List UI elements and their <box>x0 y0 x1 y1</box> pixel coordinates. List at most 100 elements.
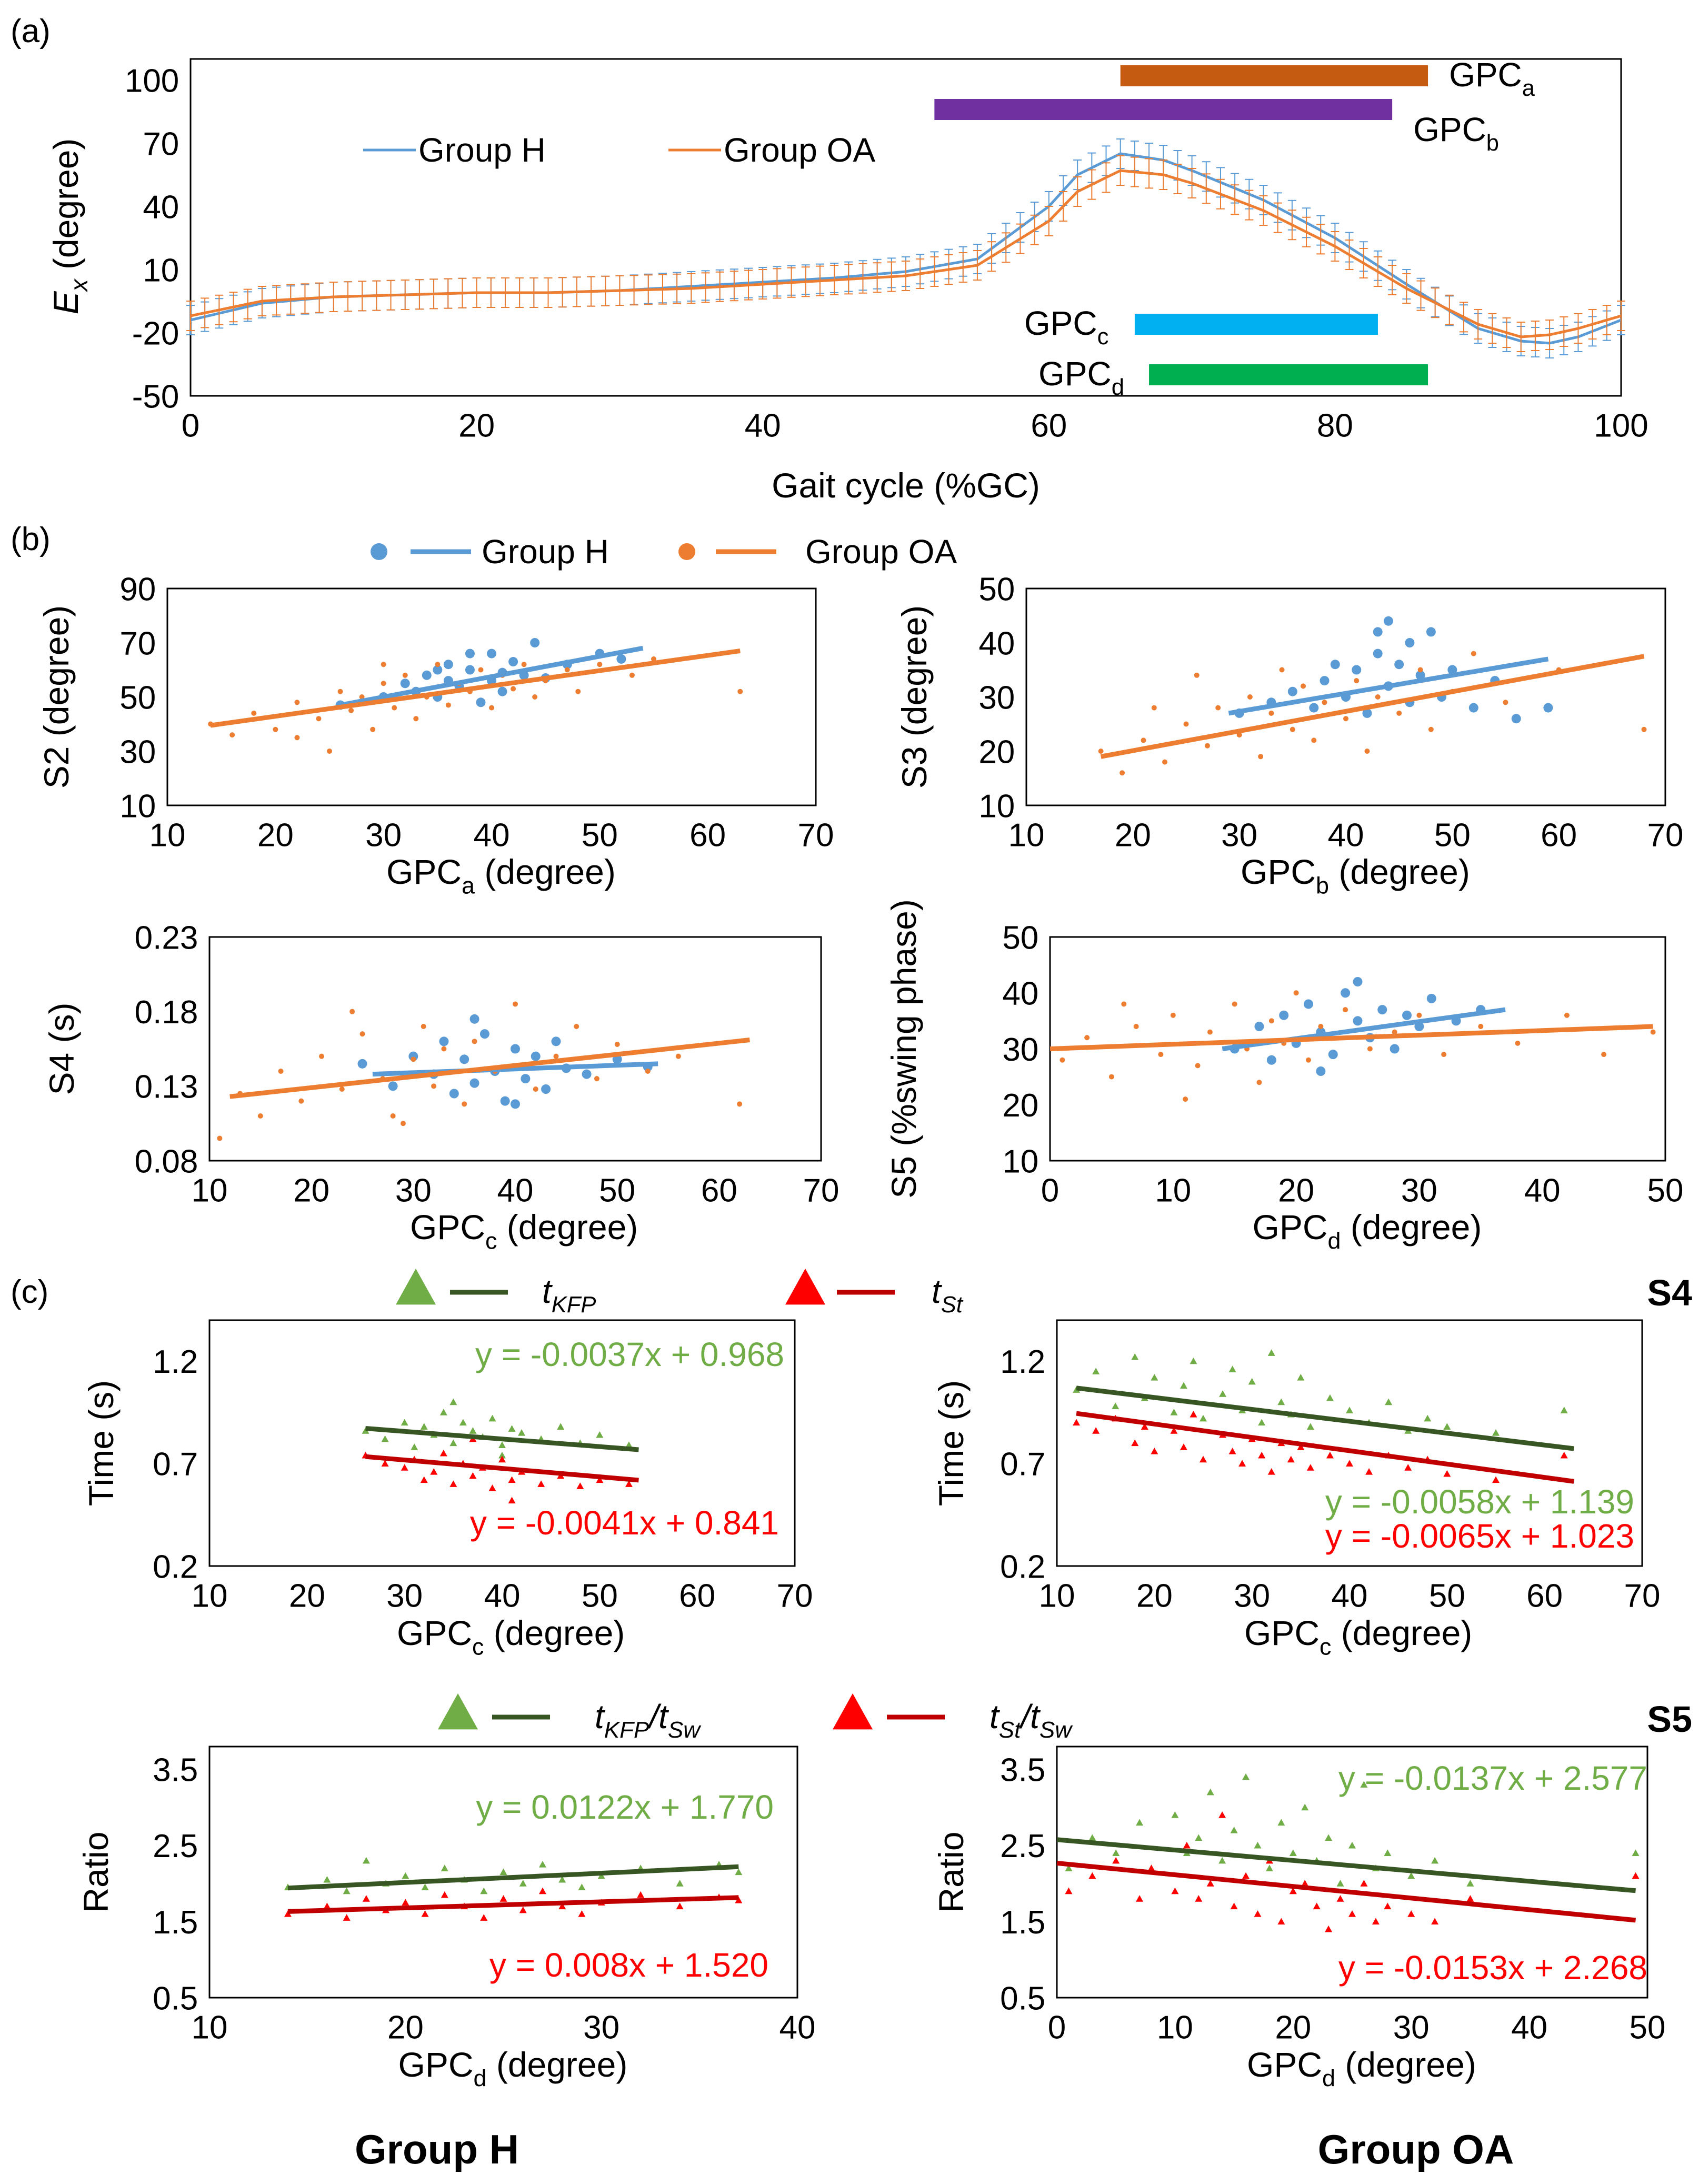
x-tick-label: 20 <box>1275 2010 1311 2046</box>
data-point <box>449 1089 459 1099</box>
plot-frame <box>1025 587 1666 806</box>
x-tick-label: 60 <box>1541 817 1577 854</box>
data-point <box>1466 1880 1474 1887</box>
data-point <box>1180 1382 1187 1389</box>
data-point <box>511 1099 520 1109</box>
y-axis-label: Time (s) <box>932 1380 971 1507</box>
y-tick-label: 2.5 <box>153 1828 198 1864</box>
data-point <box>1267 1349 1275 1356</box>
x-tick-label: 20 <box>293 1173 329 1209</box>
data-point <box>1230 1902 1238 1910</box>
data-point <box>362 1857 370 1864</box>
data-point <box>1136 1819 1144 1826</box>
x-tick-label: 30 <box>386 1578 423 1614</box>
legend-label: tKFP <box>542 1272 596 1318</box>
regression-equation: y = 0.0122x + 1.770 <box>476 1788 774 1826</box>
data-point <box>1131 1353 1139 1360</box>
data-point <box>1151 1373 1158 1381</box>
x-tick-label: 10 <box>1039 1578 1075 1614</box>
x-axis-label: GPCc (degree) <box>410 1208 638 1254</box>
data-point <box>532 694 538 700</box>
data-point <box>1297 1443 1305 1450</box>
data-point <box>1360 1880 1368 1887</box>
data-point <box>1254 1841 1262 1849</box>
data-point <box>1195 1063 1201 1069</box>
data-point <box>1301 1803 1309 1811</box>
legend-label: Group H <box>418 131 546 169</box>
series-line-group-oa <box>190 169 1622 338</box>
data-point <box>500 1096 510 1106</box>
data-point <box>1492 1476 1500 1483</box>
data-point <box>1407 1910 1415 1917</box>
data-point <box>1320 676 1330 686</box>
y-axis-label: S2 (degree) <box>37 605 76 789</box>
data-point <box>422 670 432 680</box>
data-point <box>359 1031 365 1037</box>
data-point <box>1343 1007 1348 1013</box>
data-point <box>1346 1407 1353 1413</box>
y-tick-label: 1.2 <box>153 1344 198 1380</box>
data-point <box>1170 1409 1178 1415</box>
data-point <box>1384 1902 1392 1910</box>
fit-line <box>1056 1860 1636 1923</box>
x-tick-label: 100 <box>1594 408 1648 444</box>
data-point <box>1309 703 1319 713</box>
data-point <box>284 1910 292 1917</box>
y-tick-label: 0.13 <box>135 1069 198 1105</box>
data-point <box>469 1014 479 1024</box>
data-point <box>508 1425 516 1432</box>
panel-c-header: (c) tKFP tSt tKFP/tSw tSt/tSw Group H Group OA <box>11 1269 1514 2172</box>
data-point <box>508 657 518 667</box>
data-point <box>1396 710 1402 716</box>
data-point <box>439 1036 449 1046</box>
panel-a: 0 20 40 60 80 100 -50 -20 10 40 70 100 (a) Gait cycle… <box>11 13 1648 505</box>
data-point <box>1215 705 1221 711</box>
data-point <box>1365 1468 1373 1475</box>
y-tick-label: -20 <box>132 315 179 352</box>
y-tick-label: 40 <box>1002 976 1038 1012</box>
data-point <box>511 686 516 692</box>
data-point <box>1478 1024 1484 1029</box>
x-axis-label: Gait cycle (%GC) <box>772 466 1040 505</box>
data-point <box>449 1480 457 1487</box>
data-point <box>1447 665 1457 675</box>
data-point <box>1258 754 1264 760</box>
x-tick-label: 50 <box>1630 2010 1666 2046</box>
data-point <box>1256 1080 1262 1085</box>
x-tick-label: 50 <box>582 1578 618 1614</box>
data-point <box>1183 1841 1191 1849</box>
y-tick-label: 1.5 <box>153 1904 198 1941</box>
data-point <box>1311 737 1317 743</box>
regression-equation: y = 0.008x + 1.520 <box>489 1946 768 1984</box>
data-point <box>1352 665 1362 675</box>
data-point <box>1279 667 1285 673</box>
x-axis-label: GPCc (degree) <box>1244 1613 1472 1660</box>
data-point <box>1170 1012 1176 1018</box>
data-point <box>327 749 332 754</box>
range-label-gpc-b: GPCb <box>1413 111 1499 156</box>
x-tick-label: 10 <box>192 2010 228 2046</box>
data-point <box>498 1455 506 1463</box>
data-point <box>578 1883 586 1891</box>
data-point <box>538 1887 546 1894</box>
group-oa-footer: Group OA <box>1318 2126 1514 2172</box>
fit-line <box>1100 654 1645 759</box>
data-point <box>1242 1773 1250 1780</box>
data-point <box>1151 1448 1158 1454</box>
data-point <box>1318 1024 1324 1029</box>
data-point <box>1136 1895 1144 1902</box>
data-point <box>1183 1096 1188 1102</box>
x-axis-label: GPCc (degree) <box>397 1613 625 1660</box>
regression-equation: y = -0.0037x + 0.968 <box>475 1335 784 1373</box>
legend-label: Group OA <box>805 533 957 571</box>
data-point <box>319 1053 325 1059</box>
data-point <box>578 1910 586 1917</box>
data-point <box>488 1414 496 1422</box>
data-point <box>498 1451 506 1459</box>
data-point <box>519 1880 527 1887</box>
data-point <box>1287 686 1297 696</box>
data-point <box>420 1476 428 1483</box>
data-point <box>1468 703 1478 713</box>
data-point <box>431 1083 437 1089</box>
